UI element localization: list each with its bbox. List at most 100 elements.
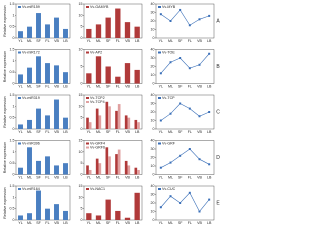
panel-label: C <box>216 109 220 115</box>
x-tick-label: LB <box>207 39 212 43</box>
x-tick-label: SF <box>178 175 183 179</box>
x-tick-label: YL <box>159 221 163 225</box>
legend-swatch <box>86 146 89 149</box>
y-tick-label: 5 <box>81 64 83 68</box>
bar <box>36 13 41 39</box>
y-tick-label: 10 <box>79 195 83 199</box>
x-tick-label: FL <box>116 39 120 43</box>
bar <box>18 215 23 220</box>
x-tick-label: LB <box>63 221 68 225</box>
bar <box>45 115 50 129</box>
legend-swatch <box>18 142 21 145</box>
y-tick-label: 10 <box>79 13 83 17</box>
y-tick-label: 0 <box>81 36 83 40</box>
legend-swatch <box>18 188 21 190</box>
y-tick-label: 30 <box>151 101 155 105</box>
x-tick-label: YL <box>18 39 22 43</box>
x-tick-label: VB <box>125 84 130 88</box>
y-tick-label: 1.5 <box>10 47 15 51</box>
bar <box>88 169 92 175</box>
bar <box>18 31 23 38</box>
legend-swatch <box>158 51 161 54</box>
bar <box>115 154 118 175</box>
point <box>188 148 191 150</box>
bar <box>63 210 68 220</box>
legend-label: Vv-GRF4 <box>90 141 105 145</box>
panel-label: B <box>216 64 220 70</box>
bar <box>86 28 92 38</box>
bar <box>54 17 59 38</box>
bar <box>124 22 131 38</box>
x-tick-label: VB <box>125 221 130 225</box>
x-tick-label: LB <box>207 221 212 225</box>
bar <box>134 119 138 129</box>
bar <box>88 122 92 129</box>
bar <box>105 17 111 38</box>
x-tick-label: VB <box>197 175 202 179</box>
plot-frame <box>155 94 215 130</box>
bar <box>98 163 102 175</box>
bar <box>63 117 68 129</box>
bar <box>86 73 92 84</box>
point <box>198 63 201 66</box>
x-tick-label: ML <box>168 175 173 179</box>
x-tick-label: ML <box>27 130 32 134</box>
y-tick-label: 1 <box>13 59 15 63</box>
x-tick-label: YL <box>18 84 22 88</box>
plot-frame <box>15 185 71 221</box>
bar <box>45 156 50 175</box>
bar <box>105 147 109 175</box>
bar <box>137 122 140 129</box>
y-tick-label: 40 <box>151 93 155 97</box>
bar <box>63 72 68 84</box>
point <box>208 14 211 17</box>
bar <box>124 115 128 129</box>
x-tick-label: YL <box>18 175 22 179</box>
y-tick-label: 0.5 <box>10 70 15 74</box>
bar <box>54 99 59 129</box>
legend-swatch <box>86 6 89 8</box>
y-tick-label: 1 <box>13 104 15 108</box>
point <box>179 202 182 204</box>
x-tick-label: FL <box>188 84 192 88</box>
bar <box>137 169 140 175</box>
x-tick-label: FL <box>45 84 49 88</box>
bar <box>124 160 128 175</box>
y-tick-label: 1.5 <box>10 93 15 97</box>
bar <box>86 213 92 220</box>
plot-frame <box>83 185 143 221</box>
x-tick-label: FL <box>188 175 192 179</box>
x-tick-label: FL <box>45 130 49 134</box>
point <box>169 61 172 64</box>
bar <box>45 24 50 38</box>
x-tick-label: LB <box>135 221 140 225</box>
bar <box>95 215 102 220</box>
bar <box>117 149 121 175</box>
y-tick-label: 30 <box>151 56 155 60</box>
x-tick-label: YL <box>159 130 163 134</box>
legend-swatch <box>158 6 161 8</box>
x-tick-label: ML <box>27 221 32 225</box>
legend-label: Vv-TCP2 <box>90 96 105 100</box>
line <box>160 9 210 26</box>
point <box>188 67 191 70</box>
bar <box>86 117 89 129</box>
point <box>169 112 172 115</box>
bar <box>134 192 140 220</box>
point <box>179 57 182 59</box>
y-tick-label: 5 <box>81 25 83 29</box>
bar <box>95 158 99 175</box>
x-tick-label: ML <box>96 221 101 225</box>
line <box>160 103 210 121</box>
legend-label: Vv-NAC1 <box>90 187 105 191</box>
point <box>169 161 172 164</box>
point <box>198 210 201 213</box>
y-tick-label: 0 <box>81 81 83 85</box>
x-tick-label: SF <box>36 39 41 43</box>
x-tick-label: SF <box>106 175 111 179</box>
x-tick-label: FL <box>116 84 120 88</box>
x-tick-label: ML <box>96 130 101 134</box>
point <box>169 195 172 198</box>
bar <box>124 217 131 220</box>
bar <box>124 63 131 84</box>
